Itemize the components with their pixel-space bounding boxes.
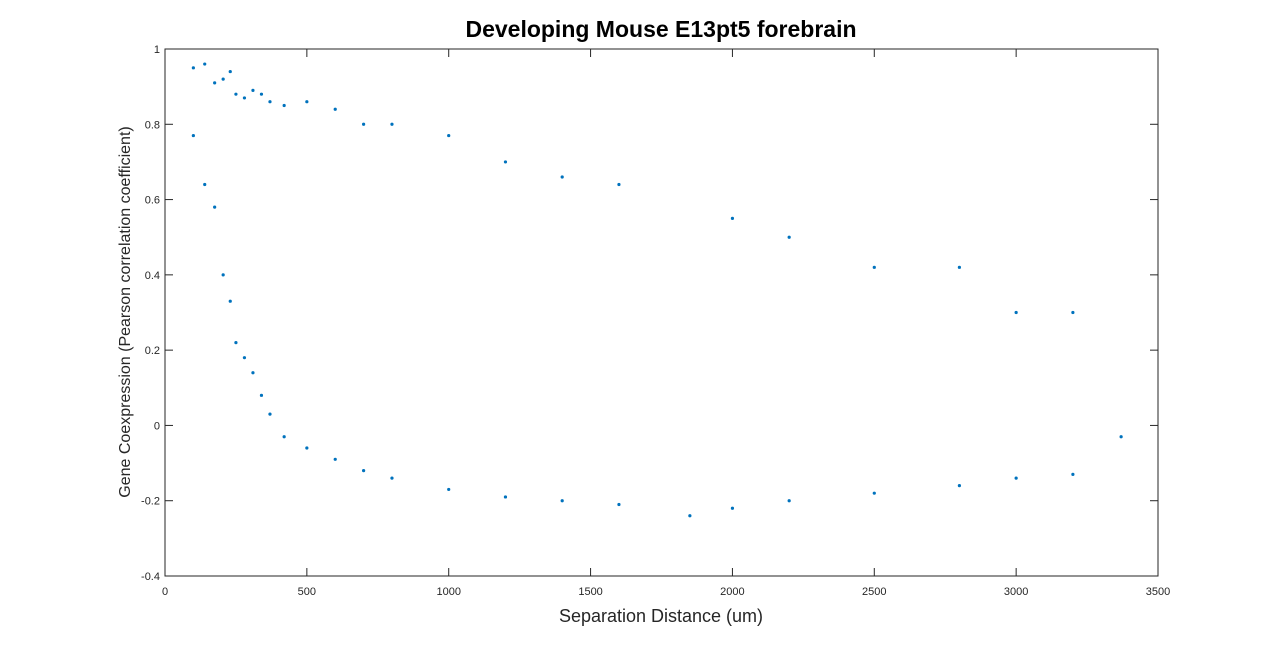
- scatter-point: [447, 133, 451, 138]
- scatter-point: [251, 88, 255, 93]
- scatter-point: [957, 484, 962, 488]
- x-tick-label: 3500: [1146, 586, 1170, 598]
- scatter-point: [259, 92, 264, 96]
- y-tick-label: 0.4: [145, 270, 160, 282]
- scatter-point: [688, 514, 692, 518]
- x-tick-label: 2500: [862, 586, 886, 598]
- scatter-point: [191, 66, 195, 70]
- scatter-point: [221, 77, 225, 81]
- scatter-point: [213, 205, 217, 209]
- x-tick-label: 1500: [578, 586, 602, 598]
- scatter-point: [305, 100, 309, 104]
- scatter-point: [447, 487, 451, 492]
- scatter-point: [503, 160, 508, 164]
- scatter-point: [730, 506, 735, 510]
- scatter-point: [251, 371, 255, 375]
- scatter-point: [957, 265, 962, 269]
- scatter-point: [872, 491, 876, 495]
- scatter-point: [282, 103, 286, 108]
- scatter-point: [617, 502, 621, 507]
- scatter-point: [1014, 476, 1018, 480]
- scatter-point: [503, 495, 508, 499]
- scatter-point: [259, 393, 264, 397]
- scatter-point: [787, 235, 791, 239]
- scatter-point: [560, 175, 564, 179]
- scatter-point: [560, 499, 564, 503]
- scatter-point: [1119, 435, 1123, 439]
- scatter-point: [203, 62, 207, 66]
- scatter-point: [333, 457, 337, 461]
- scatter-point: [1071, 310, 1075, 315]
- x-tick-label: 0: [162, 586, 168, 598]
- plot-area-box: [164, 48, 1159, 577]
- x-axis: 0 500 1000 1500 2000 2500 3000 3500: [162, 49, 1170, 598]
- scatter-point: [872, 265, 876, 269]
- scatter-point: [191, 133, 195, 138]
- y-tick-label: 0.6: [145, 195, 160, 207]
- scatter-point: [1071, 472, 1075, 476]
- scatter-point: [390, 122, 394, 126]
- scatter-point: [268, 412, 272, 416]
- scatter-point: [787, 499, 791, 503]
- scatter-point: [228, 299, 232, 303]
- x-tick-label: 1000: [436, 586, 460, 598]
- y-tick-label: 0.2: [145, 345, 160, 357]
- scatter-point: [305, 446, 309, 450]
- scatter-point: [333, 107, 337, 111]
- x-tick-label: 2000: [720, 586, 744, 598]
- scatter-point: [390, 476, 394, 480]
- scatter-point: [221, 273, 225, 277]
- x-axis-label: Separation Distance (um): [559, 606, 763, 626]
- scatter-point: [617, 182, 621, 187]
- y-tick-label: -0.2: [141, 496, 160, 508]
- scatter-point: [242, 356, 247, 360]
- scatter-point: [268, 100, 272, 104]
- scatter-point: [234, 341, 238, 345]
- scatter-point: [362, 469, 366, 473]
- scatter-point: [228, 69, 232, 74]
- scatter-point: [1014, 310, 1018, 315]
- scatter-point: [362, 122, 366, 126]
- scatter-point: [242, 96, 247, 100]
- y-tick-label: 1: [154, 44, 160, 56]
- scatter-point: [203, 182, 207, 187]
- y-axis: -0.4 -0.2 0 0.2 0.4 0.6 0.8 1: [141, 44, 1158, 583]
- scatter-point: [213, 81, 217, 85]
- scatter-point: [282, 435, 286, 439]
- y-axis-label: Gene Coexpression (Pearson correlation c…: [117, 126, 134, 497]
- y-tick-label: 0.8: [145, 119, 160, 131]
- scatter-point: [234, 92, 238, 96]
- chart-title: Developing Mouse E13pt5 forebrain: [465, 16, 856, 42]
- scatter-point: [730, 216, 735, 220]
- y-tick-label: 0: [154, 420, 160, 432]
- scatter-points: [191, 62, 1123, 518]
- y-tick-label: -0.4: [141, 571, 160, 583]
- x-tick-label: 500: [298, 586, 316, 598]
- x-tick-label: 3000: [1004, 586, 1028, 598]
